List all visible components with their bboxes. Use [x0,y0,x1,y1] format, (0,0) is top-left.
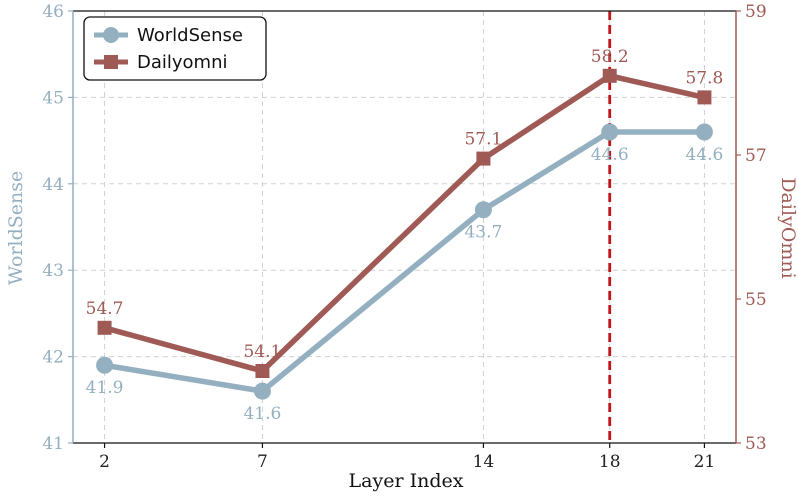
right-y-tick-label: 53 [745,434,767,454]
data-label-worldsense: 41.6 [243,404,281,424]
data-label-dailyomni: 54.1 [243,342,281,362]
data-point-dailyomni [255,364,270,378]
left-y-axis-title: WorldSense [5,171,27,286]
data-point-dailyomni [602,68,617,83]
right-y-tick-label: 59 [745,2,767,22]
right-y-axis-title: DailyOmni [777,177,798,278]
data-label-dailyomni: 57.8 [685,68,723,88]
data-label-worldsense: 44.6 [685,145,723,165]
data-point-worldsense [474,201,492,219]
legend-label-dailyomni: Dailyomni [137,52,228,73]
data-point-dailyomni [97,320,112,335]
legend-marker-dailyomni [104,55,118,69]
legend-box [83,16,267,81]
data-label-dailyomni: 58.2 [591,47,629,67]
series-line-dailyomni [101,73,708,374]
data-label-dailyomni: 54.7 [86,299,124,319]
right-y-tick-label: 55 [745,290,767,310]
right-y-tick-label: 57 [745,146,767,166]
data-point-worldsense [96,356,114,374]
x-tick-label: 7 [257,452,268,472]
left-y-tick-label: 45 [42,88,64,108]
x-tick-label: 2 [99,452,110,472]
x-tick-label: 21 [694,452,716,472]
x-tick-label: 14 [473,452,495,472]
data-point-worldsense [695,123,713,141]
data-point-dailyomni [697,90,712,105]
tick-labels: 41 42 43 44 45 46 53 55 57 59 2 7 14 18 21 [42,2,766,472]
series-layer [96,68,713,400]
legend-label-worldsense: WorldSense [137,25,243,46]
x-tick-label: 18 [599,452,621,472]
data-labels: 41.9 41.6 43.7 44.6 44.6 54.7 54.1 57.1 58.2 57.8 [86,47,724,424]
data-label-worldsense: 43.7 [464,223,502,243]
legend: WorldSense Dailyomni [83,16,267,81]
data-point-worldsense [601,123,619,141]
legend-marker-worldsense [103,27,119,43]
axes [72,10,737,444]
left-y-tick-label: 46 [42,2,64,22]
data-label-worldsense: 44.6 [591,145,629,165]
data-label-dailyomni: 57.1 [464,130,502,150]
data-point-dailyomni [476,151,491,166]
left-y-tick-label: 42 [42,348,64,368]
data-point-worldsense [253,382,271,400]
left-y-tick-label: 43 [42,261,64,281]
data-label-worldsense: 41.9 [86,378,124,398]
left-y-tick-label: 41 [42,434,64,454]
left-y-tick-label: 44 [42,175,64,195]
x-axis-title: Layer Index [349,470,464,492]
